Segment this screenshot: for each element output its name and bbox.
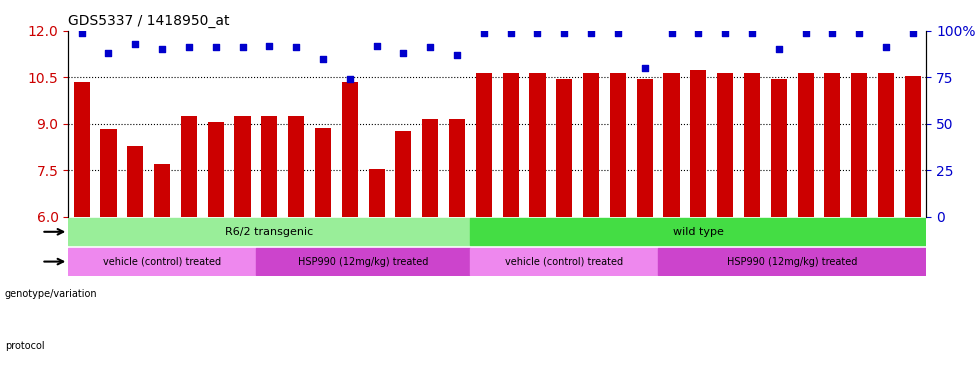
Text: vehicle (control) treated: vehicle (control) treated (103, 257, 221, 266)
Point (154, 46, 170, 52)
Point (289, 45, 304, 51)
Bar (341, 82, 358, 217)
Text: R6/2 transgenic: R6/2 transgenic (225, 227, 314, 237)
Bar (770, 79, 787, 217)
Bar (448, 119, 465, 217)
Bar (583, 73, 599, 217)
Text: HSP990 (12mg/kg) treated: HSP990 (12mg/kg) treated (298, 257, 428, 266)
Bar (798, 73, 813, 217)
Point (798, 30, 813, 36)
Point (529, 30, 545, 36)
Point (664, 30, 680, 36)
Bar (470, 248, 658, 275)
Bar (208, 122, 223, 217)
Text: genotype/variation: genotype/variation (5, 289, 98, 299)
Text: GDS5337 / 1418950_at: GDS5337 / 1418950_at (68, 14, 230, 28)
Point (369, 43, 384, 49)
Point (905, 30, 920, 36)
Bar (824, 73, 840, 217)
Bar (470, 218, 926, 245)
Bar (658, 248, 926, 275)
Bar (610, 73, 626, 217)
Bar (235, 116, 251, 217)
Bar (422, 119, 438, 217)
Bar (556, 79, 572, 217)
Bar (68, 248, 255, 275)
Point (261, 43, 277, 49)
Point (208, 45, 223, 51)
Bar (255, 248, 470, 275)
Bar (289, 116, 304, 217)
Bar (127, 146, 143, 217)
Point (449, 52, 465, 58)
Point (128, 41, 143, 47)
Point (771, 46, 787, 52)
Point (825, 30, 840, 36)
Bar (690, 70, 706, 217)
Bar (637, 79, 653, 217)
Bar (315, 127, 331, 217)
Point (690, 30, 706, 36)
Text: vehicle (control) treated: vehicle (control) treated (505, 257, 623, 266)
Point (342, 76, 358, 82)
Bar (476, 73, 491, 217)
Bar (905, 76, 920, 217)
Bar (744, 73, 760, 217)
Bar (74, 82, 90, 217)
Bar (503, 73, 519, 217)
Bar (878, 73, 894, 217)
Bar (663, 73, 680, 217)
Text: protocol: protocol (5, 341, 45, 351)
Point (396, 50, 411, 56)
Bar (717, 73, 733, 217)
Bar (851, 73, 868, 217)
Point (315, 56, 331, 62)
Point (557, 30, 572, 36)
Point (583, 30, 599, 36)
Point (744, 30, 760, 36)
Bar (181, 116, 197, 217)
Point (74, 30, 90, 36)
Point (235, 45, 251, 51)
Bar (529, 73, 546, 217)
Point (610, 30, 626, 36)
Point (100, 50, 116, 56)
Bar (154, 164, 171, 217)
Point (851, 30, 867, 36)
Point (422, 45, 438, 51)
Text: HSP990 (12mg/kg) treated: HSP990 (12mg/kg) treated (727, 257, 857, 266)
Point (181, 45, 197, 51)
Bar (68, 218, 470, 245)
Bar (261, 116, 277, 217)
Bar (396, 131, 411, 217)
Text: wild type: wild type (673, 227, 723, 237)
Point (637, 65, 652, 71)
Point (878, 45, 894, 51)
Bar (100, 129, 117, 217)
Bar (369, 169, 384, 217)
Point (718, 30, 733, 36)
Point (476, 30, 491, 36)
Point (503, 30, 519, 36)
